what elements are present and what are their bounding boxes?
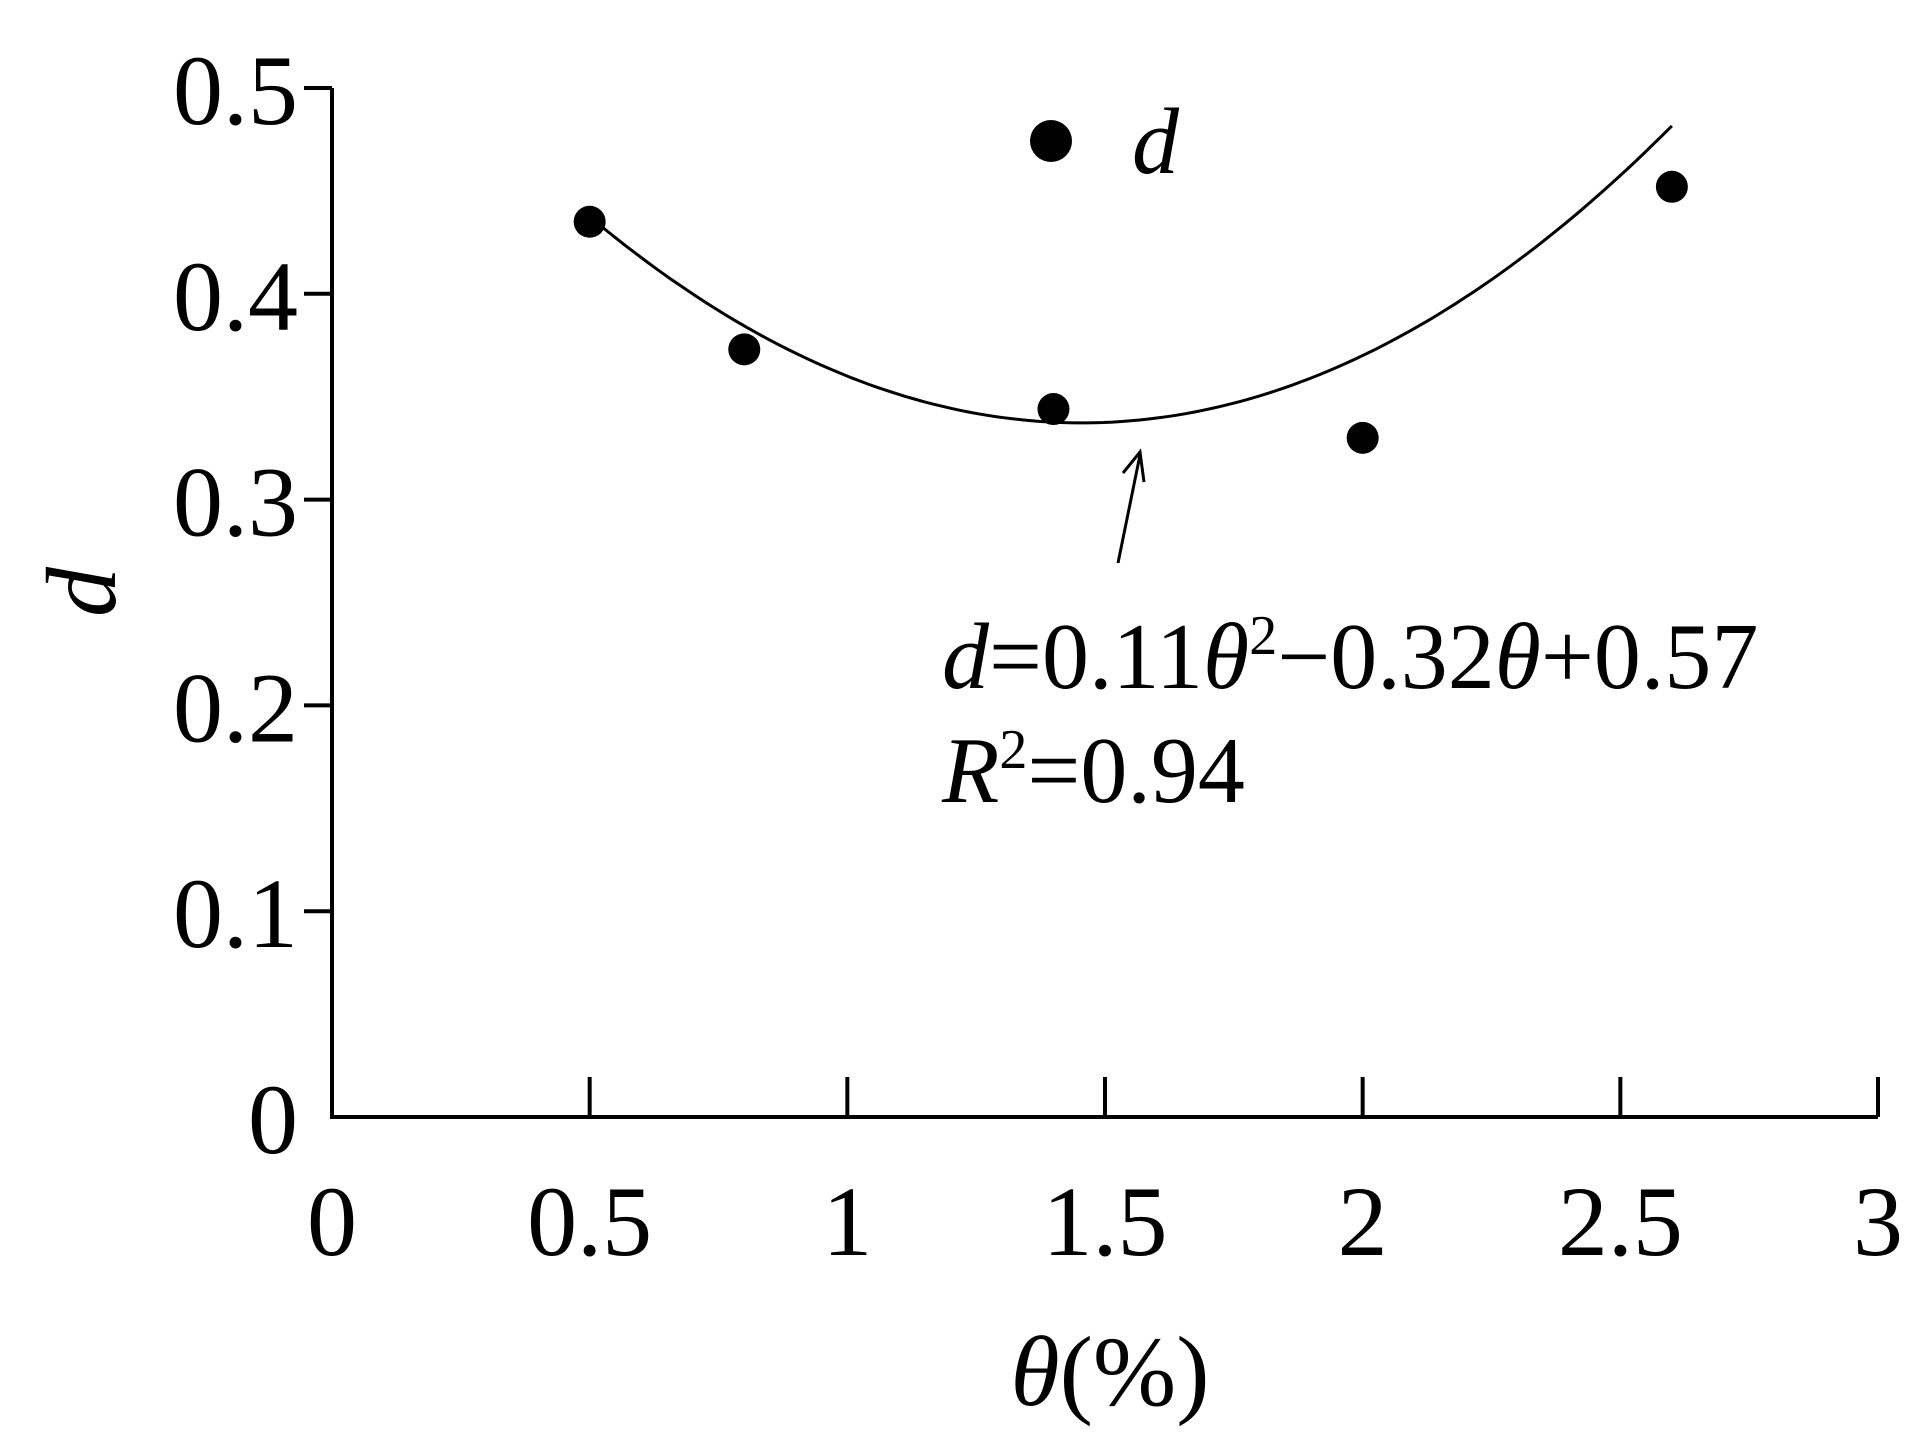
x-axis-unit: (%)	[1060, 1316, 1210, 1427]
x-tick-label: 3	[1853, 1166, 1903, 1277]
equation-exponent: 2	[1249, 605, 1277, 667]
annotation-arrow	[1116, 448, 1146, 564]
data-point	[1037, 393, 1070, 426]
equation-theta2: θ	[1495, 605, 1541, 709]
x-tick-label: 2.5	[1558, 1166, 1683, 1277]
fit-curve	[588, 124, 1673, 425]
x-tick-label: 1	[822, 1166, 872, 1277]
data-point	[1655, 170, 1688, 203]
y-tick-label: 0	[248, 1064, 298, 1175]
data-points	[573, 170, 1688, 454]
r-squared: R2=0.94	[941, 719, 1245, 823]
data-point	[728, 333, 761, 366]
y-tick-label: 0.5	[173, 35, 298, 146]
equation-theta1: θ	[1203, 605, 1249, 709]
axes	[330, 88, 1878, 1119]
fit-equation: d=0.11θ2−0.32θ+0.57	[942, 605, 1758, 709]
tick-labels: 0 0.5 1 1.5 2 2.5 3 0 0.1 0.2 0.3 0.4 0.5	[173, 35, 1903, 1277]
legend-marker	[1030, 120, 1072, 162]
x-tick-label: 0.5	[527, 1166, 652, 1277]
r-squared-r: R	[941, 719, 999, 823]
equation-lhs: d	[942, 605, 990, 709]
x-tick-label: 2	[1338, 1166, 1388, 1277]
x-tick-label: 1.5	[1043, 1166, 1168, 1277]
y-tick-label: 0.1	[173, 858, 298, 969]
legend-label: d	[1132, 90, 1180, 194]
equation-term1-coef: =0.11	[989, 605, 1203, 709]
y-tick-label: 0.2	[173, 652, 298, 763]
data-point	[1346, 421, 1379, 454]
x-tick-label: 0	[307, 1166, 357, 1277]
y-tick-label: 0.4	[173, 241, 298, 352]
y-tick-label: 0.3	[173, 447, 298, 558]
equation-term2-coef: −0.32	[1277, 605, 1495, 709]
equation-constant: +0.57	[1541, 605, 1759, 709]
data-point	[573, 205, 606, 238]
r-squared-value: =0.94	[1027, 719, 1245, 823]
x-axis-title: θ(%)	[1010, 1316, 1209, 1427]
y-axis-title: d	[26, 566, 137, 617]
ticks	[304, 86, 1880, 1117]
x-axis-symbol: θ	[1010, 1316, 1059, 1427]
r-squared-exponent: 2	[999, 719, 1027, 781]
